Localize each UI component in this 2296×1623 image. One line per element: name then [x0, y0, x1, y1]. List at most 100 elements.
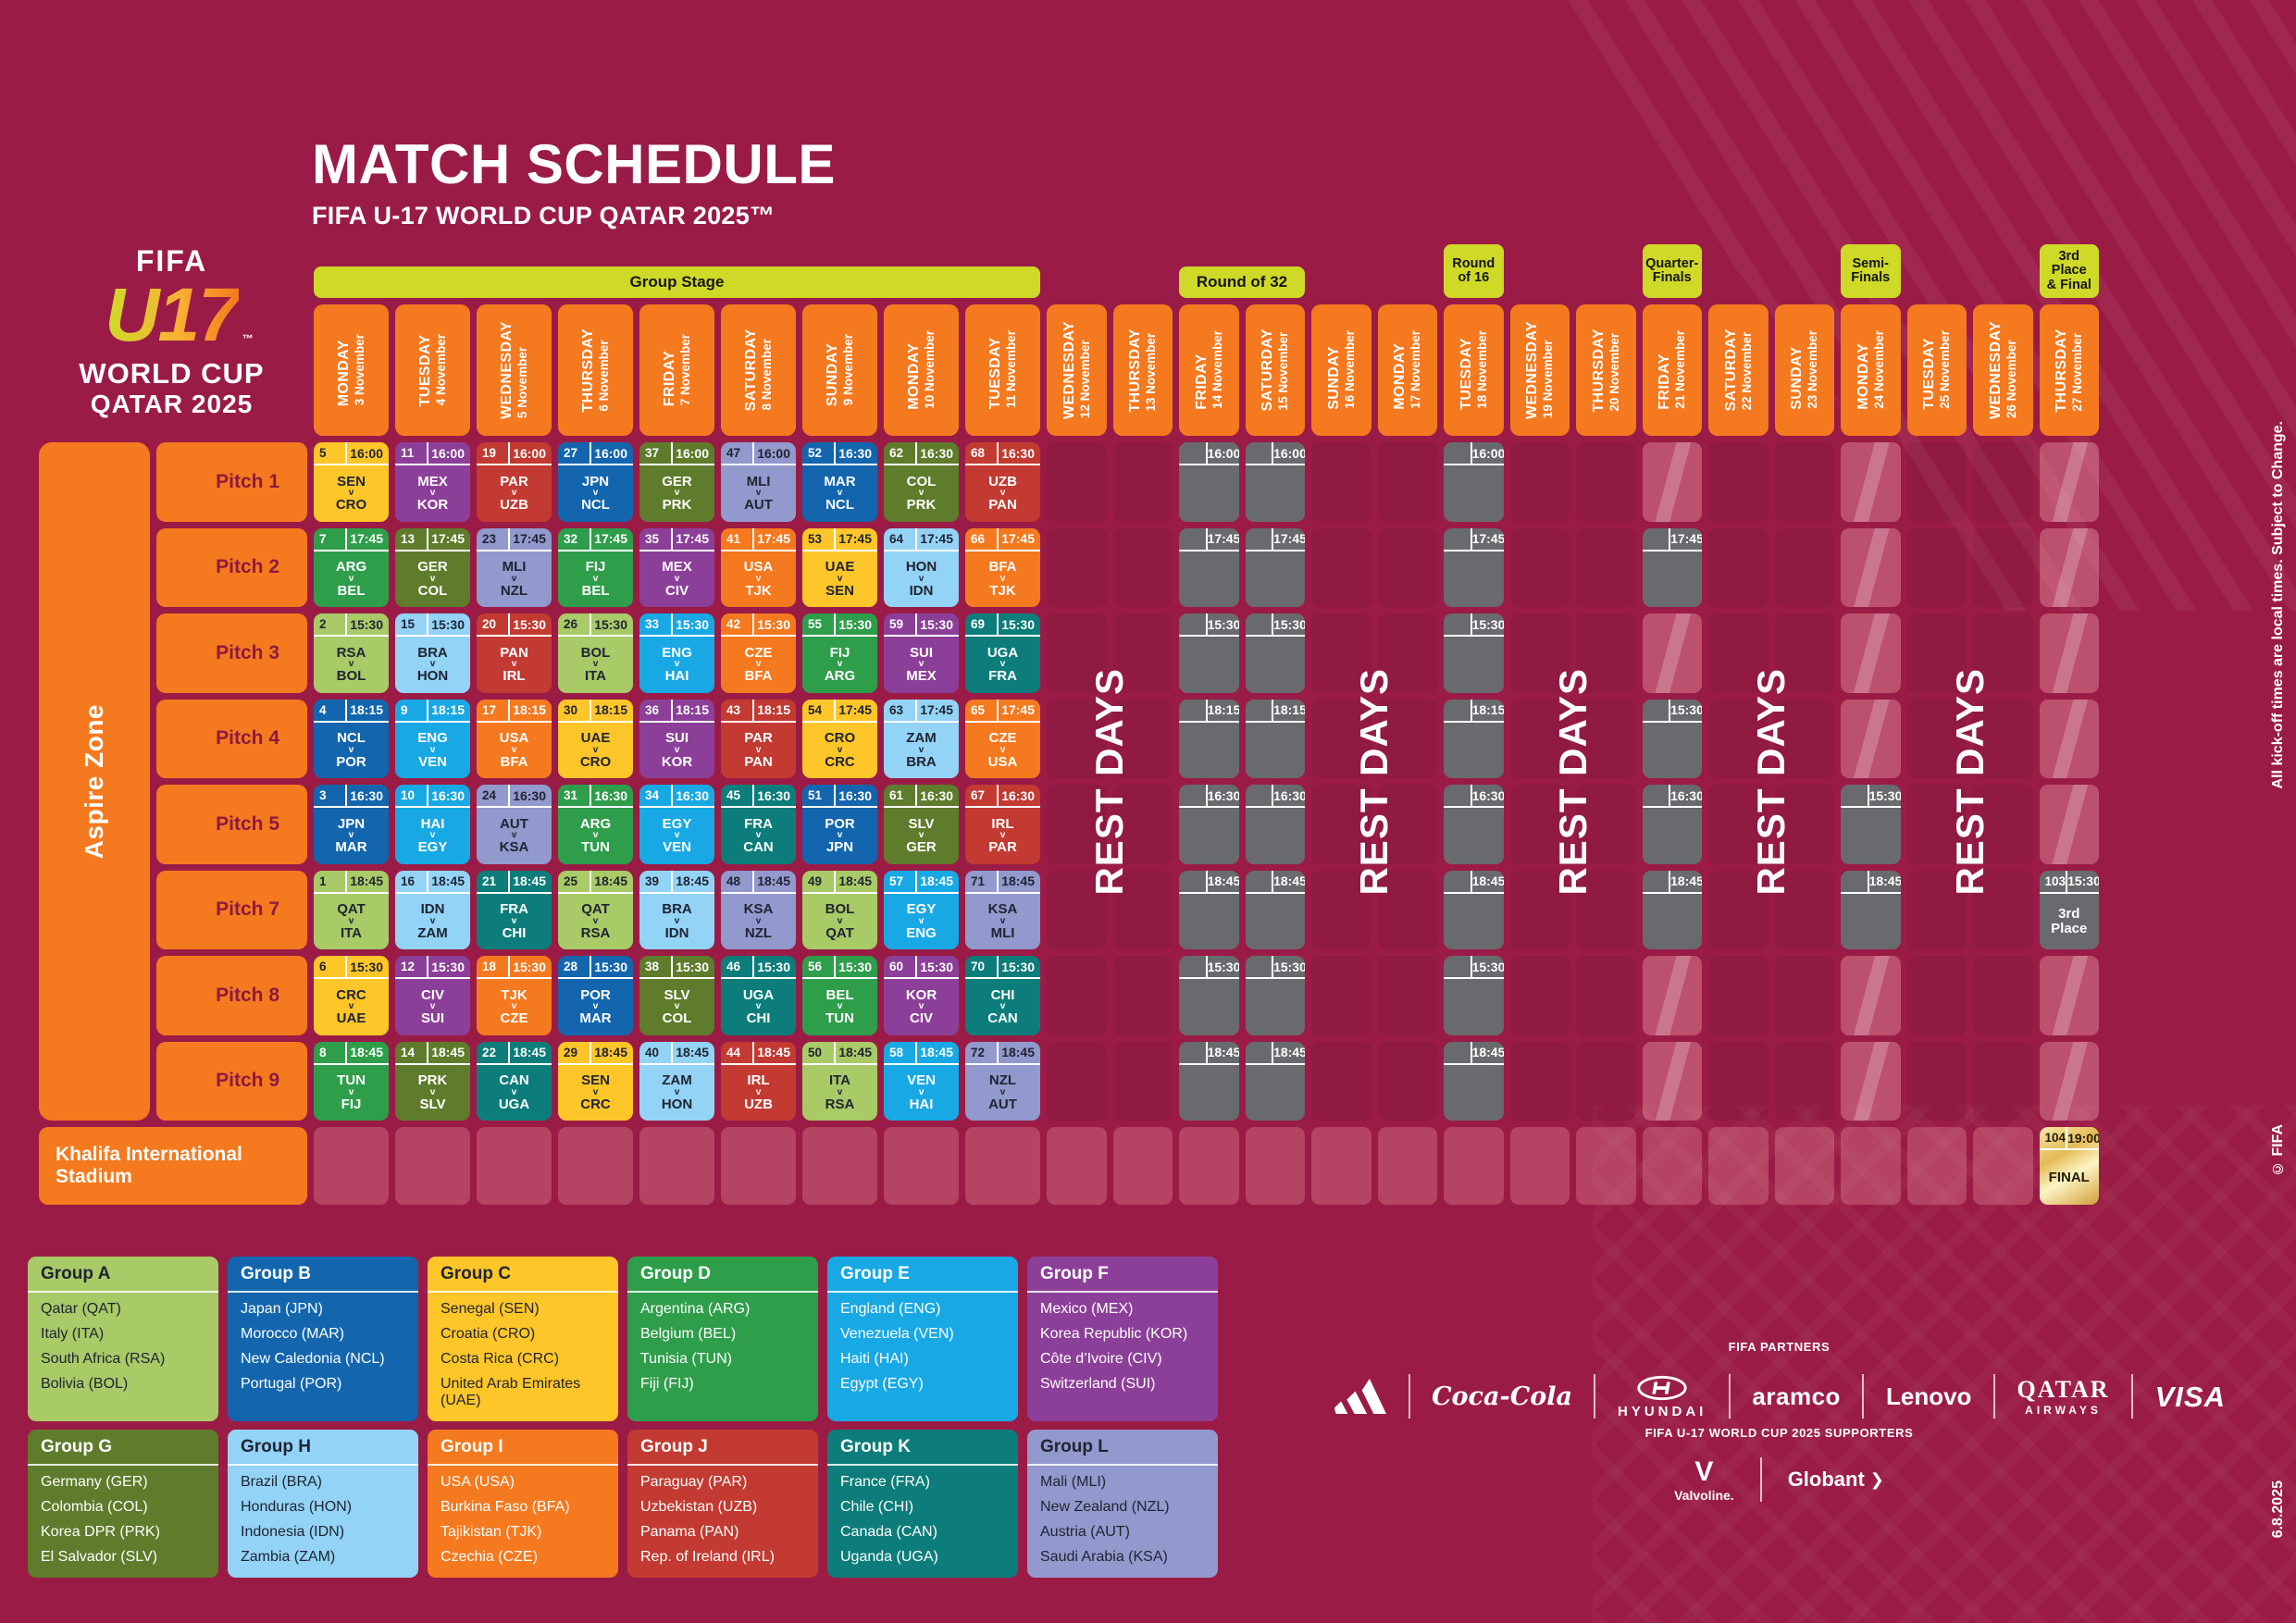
match-number: [1179, 613, 1208, 635]
empty-cell: [1774, 527, 1834, 607]
empty-cell: [1047, 442, 1107, 522]
match-teams: [1246, 723, 1306, 779]
highlight-cell: [1841, 956, 1901, 1035]
kickoff-time: 19:00: [2067, 1130, 2099, 1146]
match-number: [1841, 785, 1869, 806]
kickoff-time: 18:45: [1001, 1045, 1035, 1059]
match-teams: POR v MAR: [579, 986, 612, 1027]
match-teams: [1179, 723, 1239, 779]
match-cell: 33 15:30 ENG v HAI: [639, 613, 714, 693]
kickoff-time: 15:30: [2067, 873, 2099, 888]
highlight-cell: [1841, 699, 1901, 778]
match-teams: 3rd Place: [2051, 906, 2088, 936]
pitch-label: Pitch 1: [156, 442, 307, 522]
match-cell: 35 17:45 MEX v CIV: [639, 527, 714, 607]
match-teams: UAE v CRO: [579, 730, 612, 770]
empty-cell: [1112, 699, 1173, 778]
match-number: 40: [639, 1041, 674, 1063]
kickoff-time: 18:45: [431, 873, 465, 888]
kickoff-time: 16:30: [1273, 787, 1305, 803]
match-number: 36: [639, 699, 674, 721]
tbd-match-cell: 16:30: [1444, 785, 1504, 864]
empty-cell: [1973, 1041, 2033, 1121]
match-teams: CZE v BFA: [744, 644, 773, 685]
kickoff-time: 17:45: [1207, 531, 1239, 546]
divider: [1408, 1374, 1410, 1419]
match-teams: ENG v VEN: [417, 730, 448, 770]
match-number: 49: [802, 870, 837, 892]
group-teams: Brazil (BRA) Honduras (HON) Indonesia (IDN…: [228, 1466, 418, 1578]
match-teams: SLV v GER: [906, 815, 937, 856]
kickoff-time: 15:30: [1273, 616, 1305, 632]
match-number: 5: [314, 442, 348, 464]
match-number: 10: [395, 785, 429, 806]
empty-cell: [1311, 699, 1371, 778]
match-cell: 63 17:45 ZAM v BRA: [884, 699, 959, 778]
empty-cell: [1906, 956, 1967, 1035]
match-cell: 26 15:30 BOL v ITA: [558, 613, 633, 693]
stage-label: Semi- Finals: [1841, 244, 1901, 298]
empty-cell: [1311, 442, 1371, 522]
match-teams: SUI v KOR: [661, 730, 693, 770]
group-box: Group I USA (USA) Burkina Faso (BFA) Tajiki…: [428, 1430, 618, 1578]
stadium-row-cell: [1841, 1127, 1901, 1205]
highlight-cell: [1642, 613, 1702, 693]
logo-qatar-text: QATAR 2025: [90, 390, 254, 418]
match-number: [1179, 699, 1208, 721]
stadium-row-cell: [1906, 1127, 1967, 1205]
empty-cell: [1576, 870, 1636, 949]
match-cell: 15 15:30 BRA v HON: [395, 613, 470, 693]
match-number: 18: [477, 956, 511, 977]
divider: [1728, 1374, 1731, 1419]
match-teams: [1246, 465, 1306, 522]
group-teams: Mexico (MEX) Korea Republic (KOR) Côte d’I…: [1027, 1293, 1218, 1405]
match-number: 9: [395, 699, 429, 721]
match-number: 62: [884, 442, 918, 464]
highlight-cell: [2039, 1041, 2099, 1121]
divider: [1862, 1374, 1865, 1419]
final-cell: 104 19:00 FINAL: [2039, 1127, 2099, 1205]
group-box: Group F Mexico (MEX) Korea Republic (KOR) C…: [1027, 1257, 1218, 1421]
kickoff-time: 17:45: [350, 531, 383, 546]
kickoff-time: 18:45: [676, 873, 709, 888]
match-number: [1246, 527, 1274, 550]
tbd-match-cell: 16:00: [1245, 442, 1306, 522]
match-number: [1444, 442, 1472, 464]
empty-cell: [1906, 1041, 1967, 1121]
match-teams: FIJ v ARG: [824, 644, 856, 685]
empty-cell: [1576, 699, 1636, 778]
stage-label: Quarter- Finals: [1642, 244, 1702, 298]
empty-cell: [1047, 699, 1107, 778]
kickoff-time: 17:45: [1273, 531, 1305, 546]
match-cell: 2 15:30 RSA v BOL: [314, 613, 389, 693]
kickoff-time: 18:45: [594, 1045, 627, 1059]
match-number: 65: [965, 699, 999, 721]
match-teams: NCL v POR: [336, 730, 366, 770]
match-number: [1444, 527, 1472, 550]
match-teams: [1841, 894, 1901, 950]
group-box: Group A Qatar (QAT) Italy (ITA) South Afric…: [28, 1257, 218, 1421]
empty-cell: [1708, 870, 1769, 949]
match-cell: 7 17:45 ARG v BEL: [314, 527, 389, 607]
match-teams: [1643, 551, 1703, 608]
schedule-grid: Group Stage Round of 32 Round of 16 Quarter…: [39, 244, 2099, 1205]
match-cell: 20 15:30 PAN v IRL: [477, 613, 552, 693]
empty-cell: [1377, 699, 1437, 778]
kickoff-time: 16:00: [1207, 445, 1239, 461]
match-cell: 24 16:30 AUT v KSA: [477, 785, 552, 864]
highlight-cell: [1841, 1041, 1901, 1121]
kickoff-time: 16:00: [1273, 445, 1305, 461]
match-teams: ZAM v HON: [661, 1072, 693, 1112]
hyundai-logo: HYUNDAI: [1618, 1375, 1706, 1419]
kickoff-time: 16:30: [594, 787, 627, 803]
day-header: THURSDAY 13 November: [1112, 304, 1173, 436]
page-header: MATCH SCHEDULE FIFA U-17 WORLD CUP QATAR…: [312, 137, 836, 230]
stadium-row-cell: [1708, 1127, 1769, 1205]
group-team: Czechia (CZE): [441, 1549, 538, 1565]
match-number: 19: [477, 442, 511, 464]
kickoff-time: 15:30: [676, 959, 709, 974]
kickoff-time: 18:15: [350, 702, 383, 717]
match-number: 52: [802, 442, 837, 464]
tbd-match-cell: 16:30: [1642, 785, 1702, 864]
match-number: 4: [314, 699, 348, 721]
